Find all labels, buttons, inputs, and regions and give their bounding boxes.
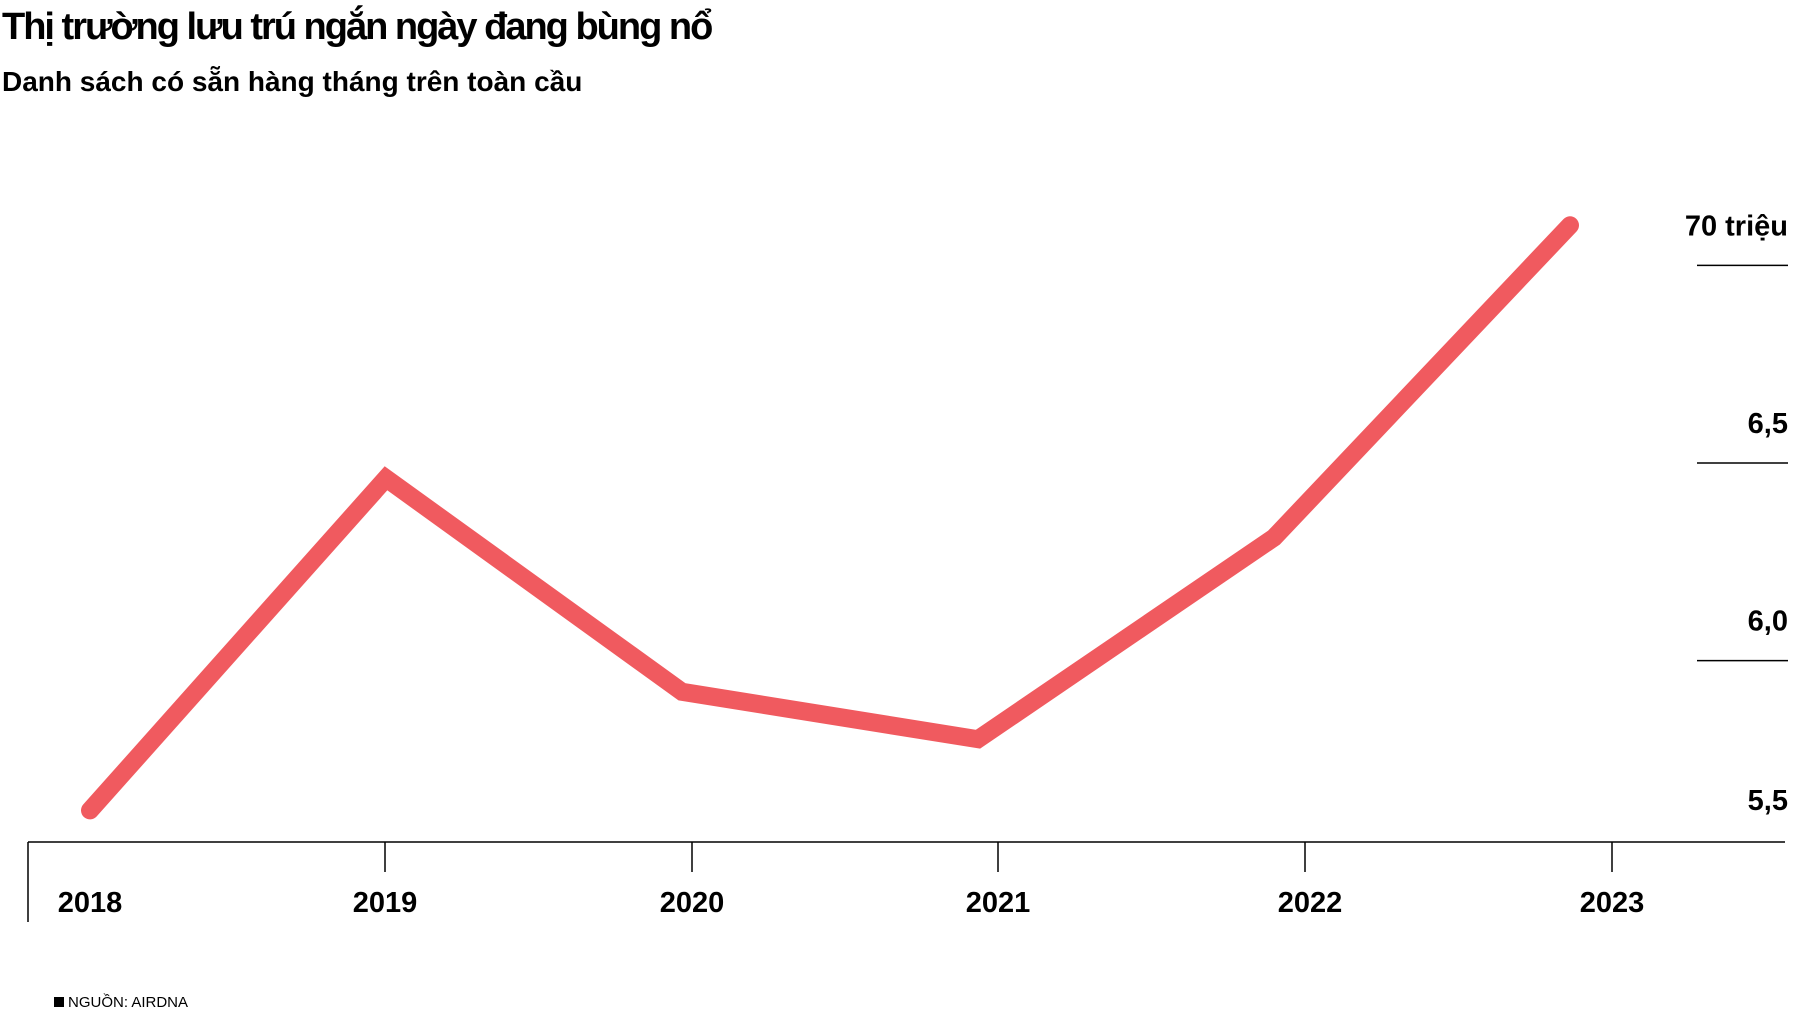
- source-text: NGUỒN: AIRDNA: [68, 994, 189, 1011]
- x-tick-label: 2022: [1278, 887, 1343, 919]
- y-tick-label: 5,5: [1748, 785, 1788, 817]
- x-tick-label: 2023: [1580, 887, 1645, 919]
- chart-title: Thị trường lưu trú ngắn ngày đang bùng n…: [2, 6, 713, 48]
- x-axis: 2018 2019 2020 2021 2022 2023: [27, 841, 1785, 922]
- y-tick-label: 70 triệu: [1685, 210, 1788, 242]
- x-tick-label: 2018: [58, 887, 123, 919]
- source-note: NGUỒN: AIRDNA: [54, 994, 188, 1011]
- x-tick-label: 2021: [966, 887, 1031, 919]
- series-layer: [81, 216, 1579, 820]
- chart-subtitle: Danh sách có sẵn hàng tháng trên toàn cầ…: [2, 66, 583, 97]
- source-square-icon: [54, 997, 64, 1007]
- series-line: [81, 216, 1579, 820]
- x-tick-label: 2020: [660, 887, 725, 919]
- y-tick-label: 6,5: [1748, 408, 1788, 440]
- y-tick-label: 6,0: [1748, 606, 1788, 638]
- y-axis: 70 triệu 6,5 6,0 5,5: [1685, 210, 1788, 817]
- x-tick-label: 2019: [353, 887, 418, 919]
